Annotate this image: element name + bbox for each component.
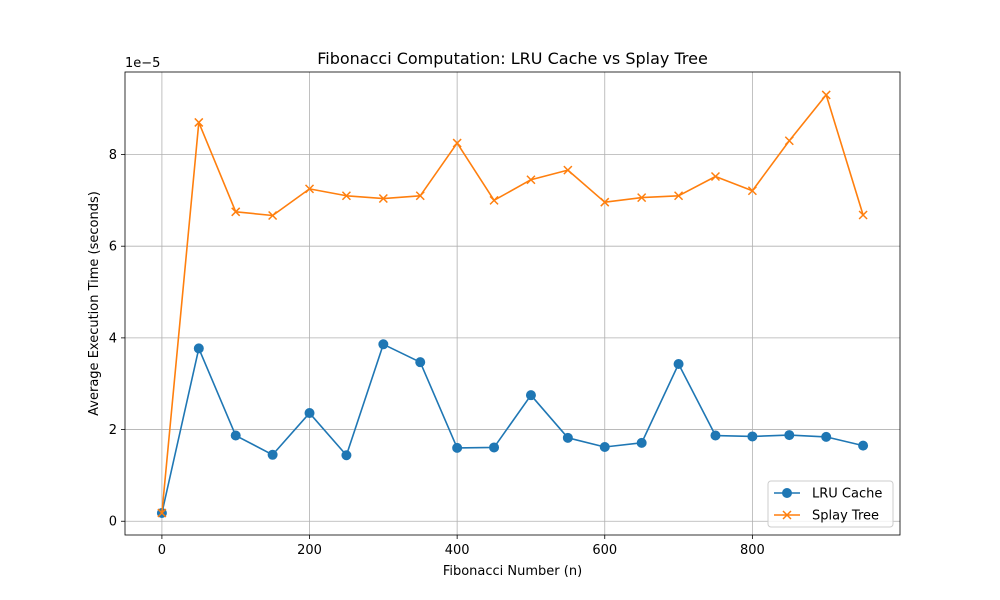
data-point bbox=[784, 430, 795, 441]
data-point bbox=[747, 431, 758, 442]
y-axis-label: Average Execution Time (seconds) bbox=[87, 191, 102, 416]
legend: LRU Cache Splay Tree bbox=[767, 480, 894, 528]
series-line bbox=[161, 94, 864, 514]
data-point bbox=[747, 186, 757, 196]
legend-label: LRU Cache bbox=[812, 487, 882, 502]
grid bbox=[125, 72, 900, 535]
data-point bbox=[710, 171, 721, 182]
data-point bbox=[710, 430, 721, 441]
series-line bbox=[161, 343, 864, 514]
data-point bbox=[858, 440, 869, 451]
data-point bbox=[452, 138, 462, 148]
y-axis-ticks: 0 2 4 6 8 bbox=[109, 148, 125, 530]
x-tick-label: 600 bbox=[592, 543, 617, 558]
legend-marker bbox=[782, 510, 792, 520]
data-point bbox=[489, 442, 500, 453]
data-point bbox=[378, 193, 388, 204]
data-point bbox=[489, 195, 499, 205]
y-tick-label: 4 bbox=[109, 331, 117, 346]
data-point bbox=[341, 191, 351, 201]
data-point bbox=[230, 430, 241, 441]
y-offset-label: 1e−5 bbox=[125, 56, 160, 71]
y-tick-label: 8 bbox=[109, 148, 117, 163]
data-point bbox=[304, 184, 315, 194]
x-tick-label: 200 bbox=[297, 543, 322, 558]
y-tick-label: 0 bbox=[109, 515, 117, 530]
data-point bbox=[600, 197, 610, 207]
x-tick-label: 800 bbox=[740, 543, 765, 558]
legend-item: LRU Cache bbox=[774, 487, 882, 502]
data-point bbox=[304, 408, 315, 419]
x-axis-ticks: 0 200 400 600 800 bbox=[158, 535, 765, 558]
data-point bbox=[858, 210, 868, 220]
data-point bbox=[525, 390, 536, 401]
chart-title: Fibonacci Computation: LRU Cache vs Spla… bbox=[317, 49, 708, 68]
data-point bbox=[378, 339, 389, 350]
data-point bbox=[267, 449, 278, 460]
data-point bbox=[193, 343, 204, 354]
data-point bbox=[415, 191, 425, 201]
data-point bbox=[636, 437, 647, 448]
data-point bbox=[415, 357, 426, 368]
legend-marker bbox=[782, 488, 792, 498]
series-lru-cache bbox=[156, 339, 869, 518]
y-tick-label: 6 bbox=[109, 240, 117, 255]
y-tick-label: 2 bbox=[109, 423, 117, 438]
data-point bbox=[674, 191, 684, 201]
data-point bbox=[637, 193, 647, 203]
series-splay-tree bbox=[157, 90, 868, 518]
data-point bbox=[452, 442, 463, 453]
x-tick-label: 0 bbox=[158, 543, 166, 558]
data-point bbox=[673, 359, 684, 370]
data-point bbox=[599, 441, 610, 452]
data-point bbox=[341, 450, 352, 461]
data-point bbox=[157, 508, 167, 518]
data-point bbox=[268, 210, 278, 221]
data-point bbox=[821, 90, 831, 100]
data-point bbox=[562, 432, 573, 443]
data-point bbox=[784, 136, 794, 146]
series bbox=[156, 90, 869, 518]
data-point bbox=[231, 207, 241, 217]
data-point bbox=[526, 175, 536, 185]
data-point bbox=[194, 117, 204, 127]
legend-item: Splay Tree bbox=[774, 509, 879, 524]
x-tick-label: 400 bbox=[445, 543, 470, 558]
data-point bbox=[821, 431, 832, 442]
legend-label: Splay Tree bbox=[812, 509, 879, 524]
x-axis-label: Fibonacci Number (n) bbox=[443, 564, 582, 579]
plot-frame bbox=[124, 71, 901, 536]
data-point bbox=[563, 165, 573, 175]
